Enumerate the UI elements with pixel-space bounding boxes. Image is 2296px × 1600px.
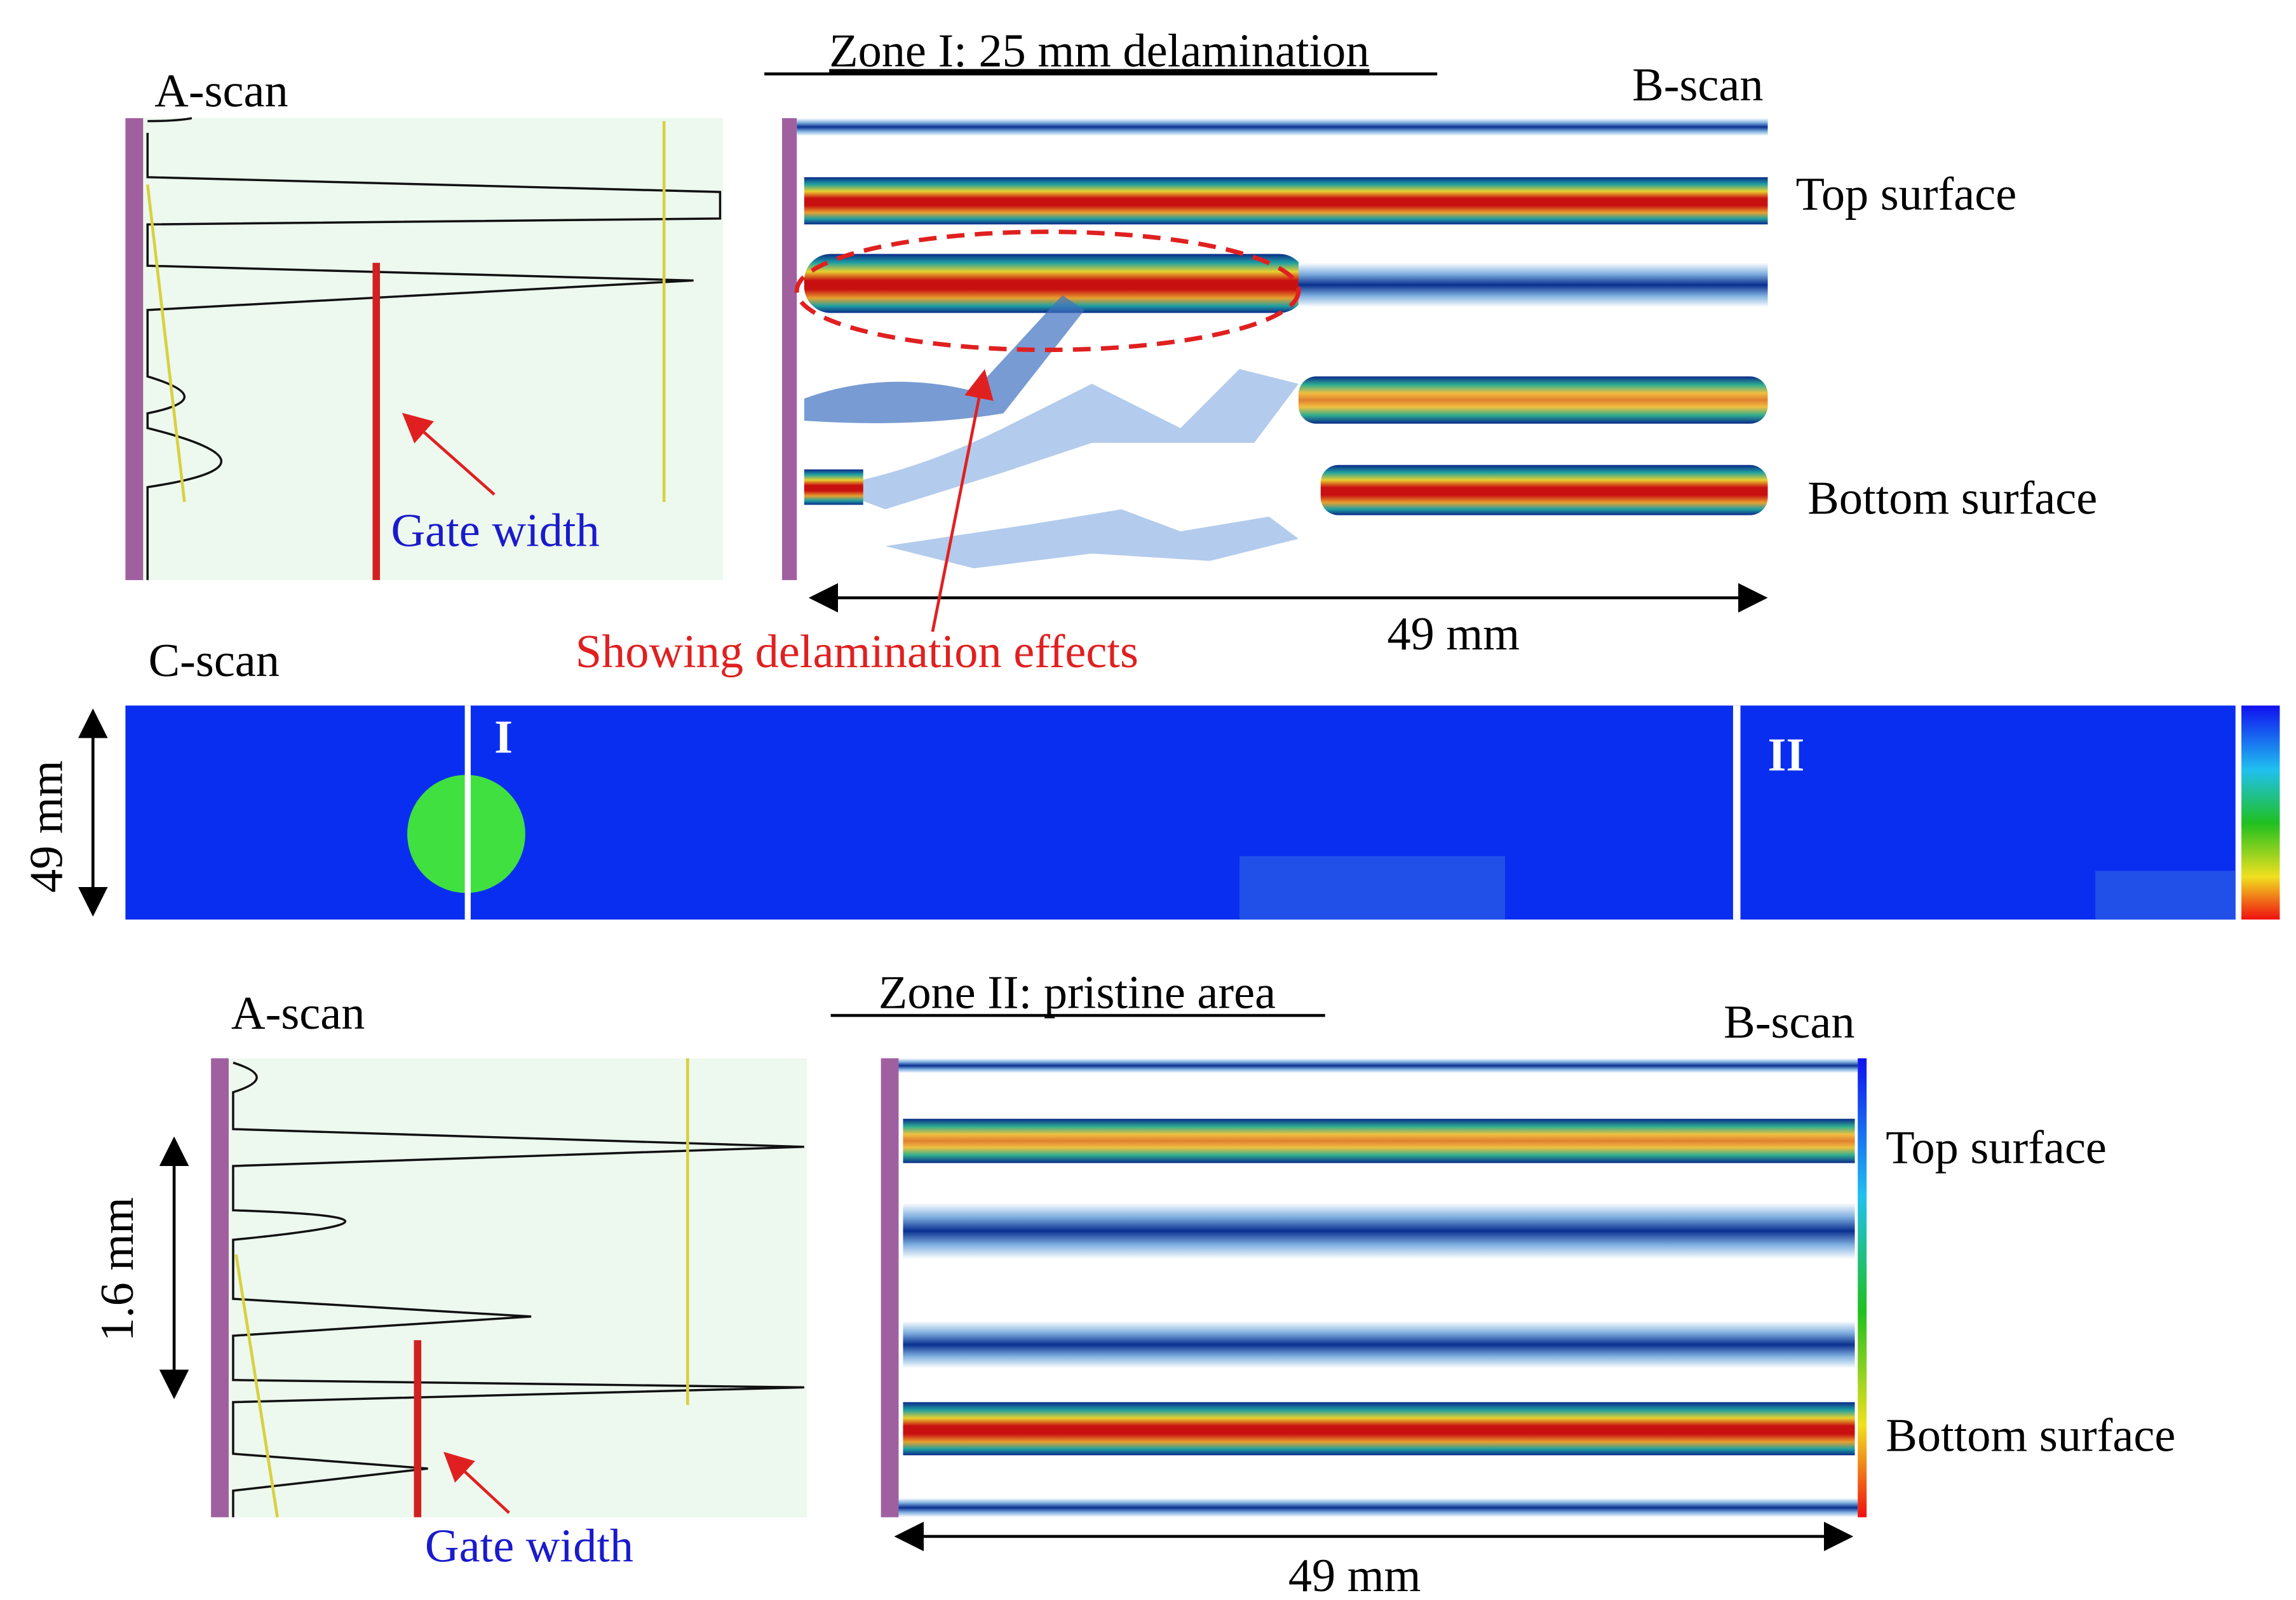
- zone2-marker: II: [1768, 729, 1805, 782]
- b-scan-panel: [881, 1058, 1867, 1517]
- band: [903, 1320, 1855, 1369]
- gate-line: [234, 1254, 279, 1518]
- gate-width-label: Gate width: [391, 505, 599, 557]
- b-scan-label: B-scan: [1724, 996, 1854, 1048]
- waveform: [146, 117, 722, 580]
- band: [797, 118, 1768, 136]
- bottom-band: [903, 1402, 1855, 1456]
- band: [903, 1203, 1855, 1259]
- a-scan-label: A-scan: [231, 987, 365, 1040]
- top-band: [804, 177, 1768, 225]
- shade: [1239, 856, 1506, 920]
- shade: [2095, 871, 2236, 920]
- gate-width-label: Gate width: [425, 1520, 633, 1572]
- width-label: 49 mm: [1388, 608, 1520, 660]
- c-scan-label: C-scan: [149, 635, 280, 687]
- a-scan-bg: [125, 118, 724, 580]
- depth-label: 1.6 mm: [91, 1197, 144, 1341]
- bottom-surface-label: Bottom surface: [1807, 472, 2097, 524]
- c-scan-panel: I II: [125, 705, 2280, 920]
- arrow: [402, 412, 496, 496]
- band: [1298, 376, 1768, 424]
- scale-bar: [781, 118, 797, 580]
- top-surface-label: Top surface: [1886, 1122, 2107, 1174]
- height-label: 49 mm: [21, 761, 73, 893]
- distortion: [826, 369, 1299, 510]
- band: [898, 1498, 1858, 1517]
- distortion: [804, 295, 1085, 423]
- band: [898, 1058, 1858, 1073]
- a-scan-label: A-scan: [154, 65, 288, 117]
- annotation-arrow: [931, 369, 994, 632]
- waveform: [232, 1061, 804, 1517]
- colorbar: [2241, 705, 2280, 920]
- scale-bar: [125, 118, 144, 580]
- band: [804, 469, 863, 505]
- top-surface-label: Top surface: [1796, 168, 2017, 220]
- a-scan-panel: Gate width: [125, 117, 724, 580]
- top-band: [903, 1118, 1855, 1163]
- distortion: [885, 509, 1299, 569]
- zone1-marker: I: [494, 712, 513, 764]
- b-scan-label: B-scan: [1632, 59, 1763, 111]
- gate-line: [145, 184, 186, 503]
- width-label: 49 mm: [1288, 1550, 1421, 1600]
- a-scan-bg: [211, 1058, 807, 1517]
- zone2-title: Zone II: pristine area: [879, 966, 1276, 1019]
- arrow: [443, 1451, 510, 1514]
- colorbar: [1858, 1058, 1867, 1517]
- delamination-outline: [794, 229, 1301, 353]
- a-scan-panel: [211, 1058, 807, 1518]
- bottom-band: [1320, 464, 1768, 515]
- bottom-surface-label: Bottom surface: [1886, 1409, 2175, 1461]
- scale-bar: [881, 1058, 899, 1517]
- band: [1298, 262, 1768, 308]
- b-scan-panel: [781, 118, 1768, 580]
- zone1-title: Zone I: 25 mm delamination: [829, 25, 1369, 78]
- scale-bar: [211, 1058, 229, 1517]
- annotation: Showing delamination effects: [576, 626, 1138, 678]
- delamination-band: [804, 254, 1306, 313]
